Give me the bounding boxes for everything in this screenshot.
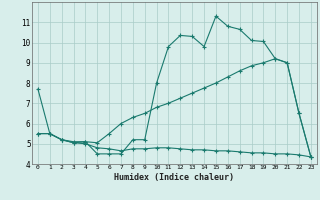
X-axis label: Humidex (Indice chaleur): Humidex (Indice chaleur) [115, 173, 234, 182]
